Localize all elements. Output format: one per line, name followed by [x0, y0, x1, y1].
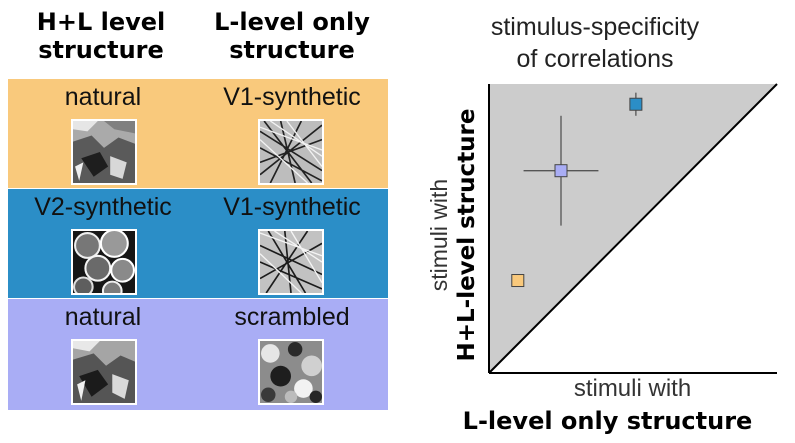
row1-left-label: natural [64, 83, 142, 111]
y-axis-label-line2: H+L-level structure [454, 108, 480, 362]
header-hl-line1: H+L level [36, 8, 166, 36]
plot-title-line1: stimulus-specificity [490, 13, 700, 41]
y-axis-label: stimuli with H+L-level structure [425, 85, 485, 385]
natural-texture-thumbnail [71, 119, 137, 185]
row-band-v2-v1: V2-synthetic V1-synthetic [8, 189, 388, 298]
row3-right-label: scrambled [234, 303, 350, 331]
data-point-marker [629, 97, 643, 111]
row2-left-label: V2-synthetic [34, 193, 172, 221]
x-axis-label-line2: L-level only structure [462, 407, 753, 435]
header-l-line1: L-level only [214, 8, 370, 36]
header-hl-structure: H+L level structure [5, 8, 197, 64]
row2-right-label: V1-synthetic [223, 193, 361, 221]
row1-right-label: V1-synthetic [223, 83, 361, 111]
header-hl-line2: structure [38, 36, 164, 64]
y-axis-label-line1: stimuli with [426, 178, 452, 292]
header-l-only-structure: L-level only structure [197, 8, 387, 64]
plot-title-line2: of correlations [516, 45, 674, 73]
row-band-natural-scrambled: natural scrambled [8, 299, 388, 410]
header-l-line2: structure [229, 36, 355, 64]
v2-synthetic-texture-thumbnail [71, 229, 137, 295]
x-axis-label-line1: stimuli with [573, 375, 692, 402]
row-band-natural-v1: natural V1-synthetic [8, 79, 388, 188]
v1-synthetic-texture-thumbnail [258, 229, 324, 295]
data-point-marker [511, 274, 525, 288]
natural-texture-thumbnail [71, 339, 137, 405]
scrambled-texture-thumbnail [258, 339, 324, 405]
row3-left-label: natural [64, 303, 142, 331]
v1-synthetic-texture-thumbnail [258, 119, 324, 185]
data-point-marker [554, 164, 568, 178]
scatter-plot [488, 83, 778, 374]
identity-line [488, 83, 778, 374]
